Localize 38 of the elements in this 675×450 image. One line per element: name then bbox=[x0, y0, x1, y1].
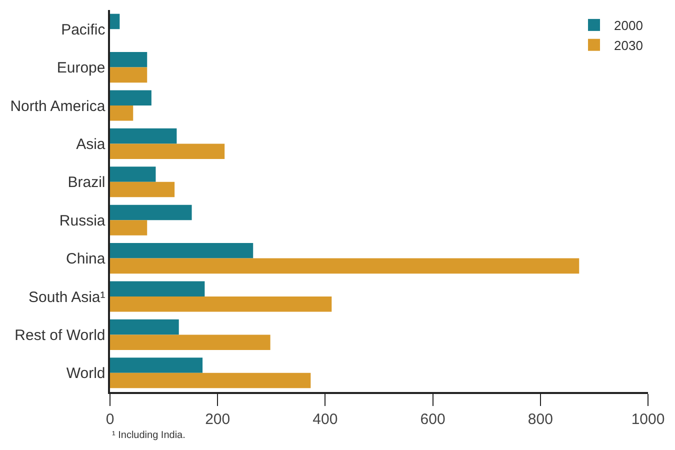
bar bbox=[110, 144, 225, 159]
x-tick-label: 400 bbox=[312, 410, 338, 428]
bar bbox=[110, 243, 254, 258]
bar bbox=[110, 204, 192, 220]
x-tick-label: 800 bbox=[528, 410, 553, 428]
bar bbox=[110, 90, 152, 106]
y-tick-label: World bbox=[66, 365, 106, 382]
x-tick-label: 600 bbox=[420, 410, 446, 428]
legend-label: 2030 bbox=[614, 38, 643, 53]
bar bbox=[110, 372, 311, 388]
text: ¹ Including India. bbox=[112, 430, 186, 441]
bar bbox=[110, 52, 148, 68]
x-tick-label: 200 bbox=[205, 410, 230, 428]
y-tick-label: Asia bbox=[76, 136, 106, 153]
y-tick-label: Russia bbox=[59, 212, 106, 230]
y-tick-label: Brazil bbox=[68, 174, 106, 192]
bar bbox=[110, 67, 148, 83]
y-tick-label: Rest of World bbox=[14, 326, 106, 344]
bar bbox=[110, 319, 179, 335]
bar bbox=[110, 14, 120, 30]
x-tick-label: 0 bbox=[106, 410, 114, 428]
bar bbox=[110, 128, 177, 144]
bar bbox=[110, 296, 332, 312]
bar bbox=[110, 220, 148, 236]
bar bbox=[110, 166, 156, 182]
bar bbox=[110, 358, 203, 373]
bar bbox=[110, 106, 134, 121]
y-tick-label: South Asia¹ bbox=[28, 288, 106, 306]
bar bbox=[110, 182, 175, 198]
y-tick-label: Pacific bbox=[61, 21, 106, 38]
y-tick-label: North America bbox=[10, 98, 106, 115]
bar bbox=[110, 258, 580, 274]
y-tick-label: China bbox=[66, 250, 106, 268]
x-tick-label: 1000 bbox=[631, 410, 665, 428]
y-tick-label: Europe bbox=[56, 60, 106, 77]
bar bbox=[110, 281, 205, 296]
legend-label: 2000 bbox=[614, 18, 643, 34]
bar bbox=[110, 334, 270, 350]
